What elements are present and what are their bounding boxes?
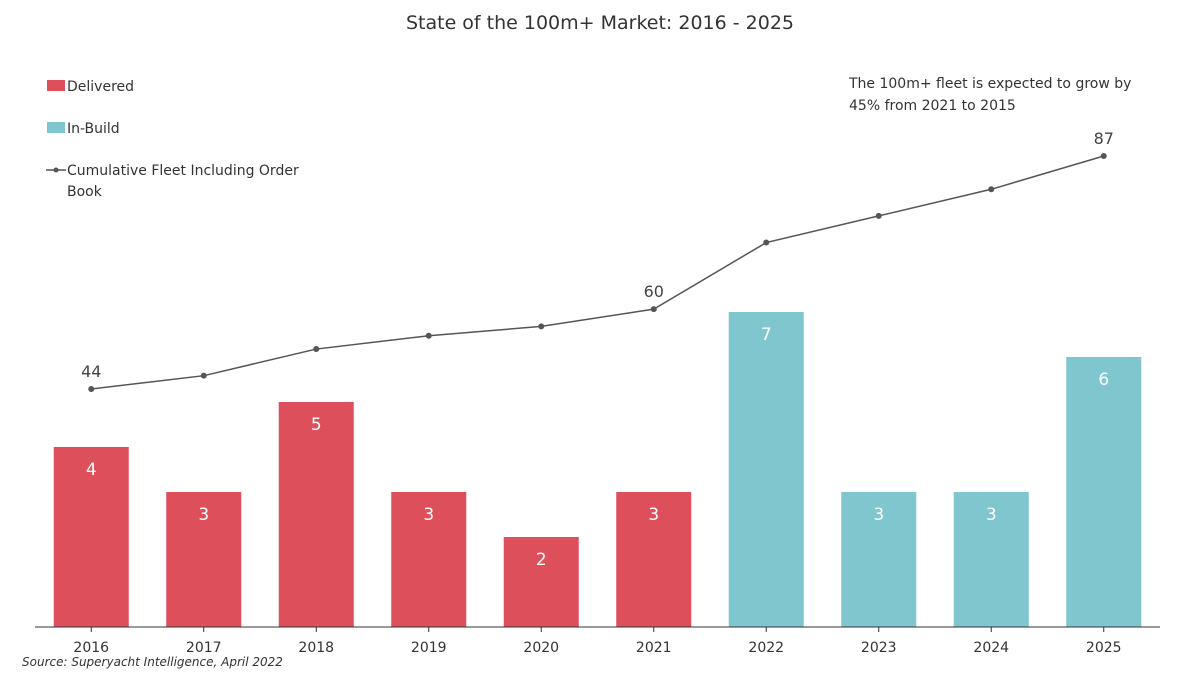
cumulative-fleet-line — [91, 155, 1104, 390]
cumulative-point-2016 — [88, 386, 95, 392]
cumulative-point-2019 — [425, 332, 432, 339]
x-tick-label-2024: 2024 — [973, 640, 1009, 656]
bar-delivered-2017 — [166, 492, 242, 627]
bar-value-label-2023: 3 — [873, 505, 884, 525]
x-tick-label-2021: 2021 — [636, 640, 672, 656]
bar-value-label-2016: 4 — [86, 460, 97, 480]
legend-label-delivered: Delivered — [67, 79, 134, 95]
cumulative-point-2025 — [1100, 153, 1107, 159]
legend-swatch-in-build — [47, 122, 65, 133]
bar-value-label-2024: 3 — [986, 505, 997, 525]
bar-value-label-2025: 6 — [1098, 370, 1109, 390]
cumulative-point-2021 — [650, 306, 657, 313]
legend-label-in-build: In-Build — [67, 121, 120, 137]
legend-marker-cumulative — [53, 167, 59, 173]
cumulative-point-label-2021: 60 — [644, 282, 664, 301]
x-axis-ticks: 2016 2017 2018 2019 2020 2021 2022 2023 2024 2025 — [73, 627, 1122, 656]
bar-delivered-2018 — [278, 402, 354, 627]
source-note: Source: Superyacht Intelligence, April 2… — [22, 655, 283, 669]
growth-annotation: The 100m+ fleet is expected to grow by 45… — [848, 76, 1131, 114]
x-tick-label-2017: 2017 — [186, 640, 222, 656]
bar-value-label-2017: 3 — [198, 505, 209, 525]
bar-in-build-2023 — [841, 492, 917, 627]
bar-delivered-2021 — [616, 492, 692, 627]
chart-title: State of the 100m+ Market: 2016 - 2025 — [406, 12, 794, 34]
cumulative-point-2024 — [988, 186, 995, 193]
legend: Delivered In-Build Cumulative Fleet Incl… — [46, 79, 299, 200]
bar-in-build-2025 — [1066, 357, 1142, 627]
bar-delivered-2019 — [391, 492, 467, 627]
cumulative-point-2020 — [538, 323, 545, 330]
x-tick-label-2025: 2025 — [1086, 640, 1122, 656]
legend-swatch-delivered — [47, 80, 65, 91]
bar-value-label-2018: 5 — [311, 415, 322, 435]
bar-value-label-2021: 3 — [648, 505, 659, 525]
bar-delivered-2020 — [503, 537, 579, 627]
bar-delivered-2016 — [53, 447, 129, 627]
cumulative-point-label-2016: 44 — [81, 362, 101, 381]
x-tick-label-2020: 2020 — [523, 640, 559, 656]
cumulative-point-2022 — [763, 239, 770, 246]
bar-in-build-2022 — [728, 312, 804, 627]
bars: 4 3 5 3 2 3 7 3 3 6 — [53, 312, 1142, 627]
cumulative-point-2017 — [200, 372, 207, 379]
cumulative-point-2018 — [313, 346, 320, 353]
bar-in-build-2024 — [953, 492, 1029, 627]
bar-value-label-2020: 2 — [536, 550, 547, 570]
x-tick-label-2022: 2022 — [748, 640, 784, 656]
x-tick-label-2019: 2019 — [411, 640, 447, 656]
bar-value-label-2019: 3 — [423, 505, 434, 525]
x-tick-label-2023: 2023 — [861, 640, 897, 656]
bar-value-label-2022: 7 — [761, 325, 772, 345]
x-tick-label-2018: 2018 — [298, 640, 334, 656]
legend-label-cumulative: Cumulative Fleet Including Order Book — [67, 163, 299, 200]
x-tick-label-2016: 2016 — [73, 640, 109, 656]
cumulative-line-layer: 44 60 87 — [81, 129, 1114, 392]
cumulative-point-label-2025: 87 — [1094, 129, 1114, 148]
cumulative-point-2023 — [875, 212, 882, 219]
